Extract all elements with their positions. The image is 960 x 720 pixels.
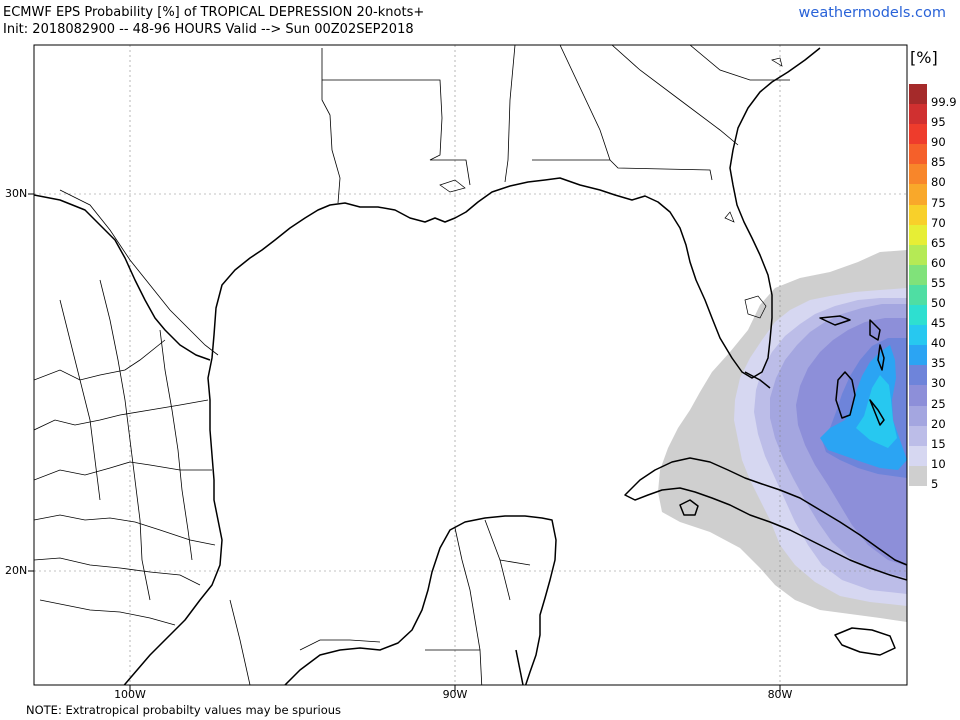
colorbar-label: 35 bbox=[931, 356, 946, 371]
yucatan-coastline bbox=[283, 515, 557, 685]
colorbar-label: 80 bbox=[931, 175, 946, 190]
colorbar-swatch bbox=[909, 164, 927, 185]
jamaica-coastline bbox=[834, 627, 896, 656]
gulf-coastline bbox=[123, 47, 821, 685]
colorbar-swatch bbox=[909, 144, 927, 165]
lat-label-20n: 20N bbox=[5, 564, 28, 577]
colorbar-label: 20 bbox=[931, 416, 946, 431]
map-title: ECMWF EPS Probability [%] of TROPICAL DE… bbox=[3, 5, 425, 20]
colorbar-swatch bbox=[909, 405, 927, 426]
colorbar-label: 55 bbox=[931, 275, 946, 290]
bahamas-andros bbox=[835, 371, 856, 419]
colorbar-label: 30 bbox=[931, 376, 946, 391]
colorbar-swatch bbox=[909, 184, 927, 205]
colorbar-swatch bbox=[909, 284, 927, 306]
colorbar-label: 85 bbox=[931, 155, 946, 170]
colorbar-swatch bbox=[909, 264, 927, 285]
colorbar bbox=[909, 84, 927, 486]
probability-shading bbox=[658, 250, 907, 622]
isle-of-youth bbox=[679, 499, 699, 516]
tick-marks bbox=[28, 193, 781, 691]
colorbar-label: 95 bbox=[931, 115, 946, 130]
florida-keys bbox=[744, 371, 771, 389]
colorbar-swatch bbox=[909, 305, 927, 326]
colorbar-label: 99.9 bbox=[931, 95, 957, 109]
colorbar-label: 5 bbox=[931, 476, 939, 491]
colorbar-swatch bbox=[909, 445, 927, 466]
colorbar-label: 50 bbox=[931, 296, 946, 310]
map-frame bbox=[33, 44, 908, 686]
lon-label-80w: 80W bbox=[767, 688, 793, 701]
bahamas-abaco bbox=[869, 319, 881, 341]
colorbar-label: 45 bbox=[931, 316, 946, 331]
coastlines bbox=[34, 47, 907, 685]
lon-label-100w: 100W bbox=[114, 688, 146, 701]
lat-label-30n: 30N bbox=[5, 187, 28, 200]
site-link[interactable]: weathermodels.com bbox=[798, 5, 946, 21]
colorbar-swatch bbox=[909, 365, 927, 386]
colorbar-swatch bbox=[909, 425, 927, 446]
graticule bbox=[34, 45, 907, 685]
border-nc-sc bbox=[689, 45, 790, 81]
border-al-fl-ga bbox=[532, 159, 713, 181]
colorbar-swatch bbox=[909, 84, 927, 105]
bahamas-exuma bbox=[869, 399, 885, 426]
prob-40 bbox=[856, 375, 897, 448]
colorbar-swatch bbox=[909, 465, 927, 486]
border-ga bbox=[559, 45, 611, 161]
colorbar-label: 70 bbox=[931, 215, 946, 230]
belize-coastline bbox=[515, 649, 524, 685]
colorbar-swatch bbox=[909, 385, 927, 406]
footer-note: NOTE: Extratropical probabilty values ma… bbox=[26, 703, 342, 717]
border-us-mexico bbox=[59, 189, 219, 356]
colorbar-unit: [%] bbox=[910, 48, 938, 67]
lon-label-90w: 90W bbox=[442, 688, 468, 701]
colorbar-label: 15 bbox=[931, 436, 946, 451]
colorbar-swatch bbox=[909, 244, 927, 265]
colorbar-label: 90 bbox=[931, 135, 946, 150]
border-la-ms bbox=[322, 79, 471, 186]
border-ga-sc bbox=[611, 45, 739, 146]
lakes bbox=[439, 57, 783, 319]
colorbar-label: 10 bbox=[931, 456, 946, 471]
borders bbox=[34, 45, 790, 685]
bahamas-grand bbox=[819, 315, 851, 326]
colorbar-swatch bbox=[909, 325, 927, 346]
bahamas-eleuthera bbox=[877, 344, 885, 371]
mexico-pacific-coastline bbox=[34, 194, 211, 361]
colorbar-label: 25 bbox=[931, 396, 946, 411]
colorbar-label: 75 bbox=[931, 195, 946, 210]
border-ms-al bbox=[504, 45, 516, 183]
cuba-coastline bbox=[624, 457, 907, 581]
colorbar-label: 40 bbox=[931, 336, 946, 351]
colorbar-label: 65 bbox=[931, 235, 946, 250]
colorbar-swatch bbox=[909, 204, 927, 225]
border-tx-la bbox=[321, 48, 341, 204]
colorbar-swatch bbox=[909, 104, 927, 125]
map-subtitle: Init: 2018082900 -- 48-96 HOURS Valid --… bbox=[3, 22, 414, 37]
colorbar-label: 60 bbox=[931, 255, 946, 270]
colorbar-swatch bbox=[909, 124, 927, 145]
colorbar-swatch bbox=[909, 345, 927, 366]
colorbar-swatch bbox=[909, 224, 927, 245]
